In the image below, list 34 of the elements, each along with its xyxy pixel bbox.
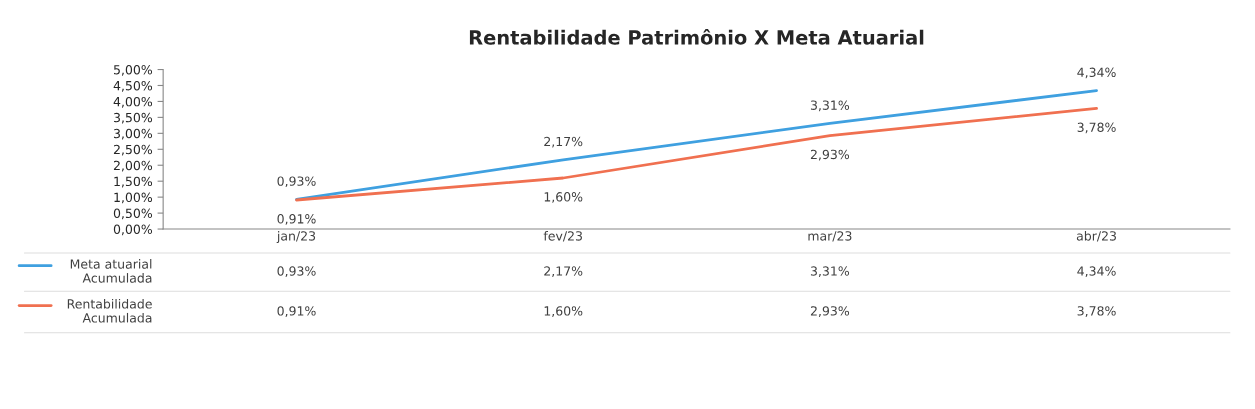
y-tick-label: 1,50%: [114, 176, 153, 188]
legend-label: Rentabilidade Acumulada: [67, 298, 152, 323]
y-tick-label: 2,00%: [113, 160, 153, 172]
text: 0,91%: [277, 214, 316, 225]
data-label: 2,93%: [810, 306, 850, 317]
x-tick-label: mar/23: [808, 231, 852, 242]
text: 2,17%: [544, 136, 583, 148]
data-label: 2,17%: [544, 266, 583, 278]
y-tick-label: 2,50%: [113, 144, 153, 156]
text: 3,78%: [1077, 122, 1116, 134]
data-label: 0,93%: [277, 266, 316, 278]
y-tick-label: 0,00%: [113, 224, 153, 236]
data-label: 0,91%: [277, 306, 316, 317]
data-label: 3,31%: [810, 266, 850, 278]
data-label: 1,60%: [544, 306, 583, 317]
y-tick-label: 3,00%: [113, 128, 153, 140]
text: 0,93%: [277, 176, 316, 188]
x-tick-label: fev/23: [543, 230, 582, 242]
text: 1,60%: [544, 192, 583, 203]
x-tick-label: abr/23: [1076, 230, 1116, 242]
y-tick-label: 1,00%: [114, 192, 153, 204]
x-tick-label: jan/23: [276, 230, 316, 244]
data-label: 3,78%: [1077, 306, 1116, 317]
y-tick-label: 3,50%: [113, 112, 153, 124]
y-tick-label: 4,00%: [113, 96, 153, 108]
text: 3,31%: [810, 100, 850, 112]
y-tick-label: 5,00%: [113, 65, 153, 76]
text: 2,93%: [810, 149, 850, 161]
chart-title: Rentabilidade Patrimônio X Meta Atuarial: [469, 28, 924, 45]
data-label: 4,34%: [1077, 266, 1116, 278]
text: 4,34%: [1077, 67, 1116, 79]
legend-label: Meta atuarial Acumulada: [70, 259, 152, 283]
y-tick-label: 0,50%: [113, 208, 153, 220]
y-tick-label: 4,50%: [113, 80, 153, 92]
